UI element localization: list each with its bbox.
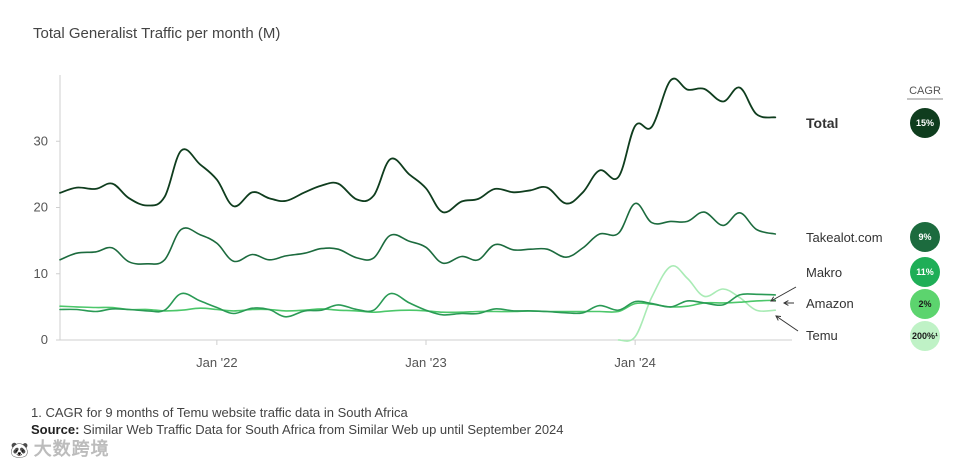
watermark-text: 大数跨境: [33, 439, 110, 460]
series-label-amazon: Amazon: [806, 296, 854, 311]
series-label-total: Total: [806, 115, 838, 131]
series-labels: Total Takealot.com Makro Amazon Temu: [770, 115, 883, 343]
cagr-badge-temu: [910, 321, 940, 351]
footnote: 1. CAGR for 9 months of Temu website tra…: [31, 404, 564, 438]
chart-title: Total Generalist Traffic per month (M): [33, 25, 281, 42]
y-tick-label: 20: [34, 200, 48, 215]
y-tick-label: 0: [41, 332, 48, 347]
series-line-total: [59, 77, 777, 214]
series-label-takealot-com: Takealot.com: [806, 230, 883, 245]
x-tick-label: Jan '23: [405, 355, 447, 370]
y-tick-label: 30: [34, 133, 48, 148]
cagr-value-temu: 200%¹: [912, 331, 938, 341]
leader-line-makro: [770, 286, 797, 302]
x-tick-label: Jan '22: [196, 355, 238, 370]
series-line-temu: [617, 265, 777, 342]
leader-arrow-makro: [770, 296, 777, 302]
panda-icon: 🐼: [10, 441, 30, 459]
cagr-value-total: 15%: [916, 118, 934, 128]
watermark: 🐼 大数跨境: [10, 435, 110, 461]
leader-line-temu: [775, 315, 799, 332]
series-label-temu: Temu: [806, 328, 838, 343]
series-line-makro: [59, 292, 777, 318]
cagr-value-amazon: 2%: [918, 299, 931, 309]
x-tick-label: Jan '24: [614, 355, 656, 370]
leader-arrow-temu: [775, 315, 782, 321]
footnote-source: Source: Similar Web Traffic Data for Sou…: [31, 421, 564, 438]
cagr-column: CAGR 15% 9% 11% 2% 200%¹: [907, 85, 943, 351]
source-text: Similar Web Traffic Data for South Afric…: [79, 422, 564, 437]
series-lines: [59, 77, 777, 342]
y-tick-label: 10: [34, 266, 48, 281]
cagr-badge-total: [910, 108, 940, 138]
cagr-value-makro: 11%: [916, 267, 934, 277]
footnote-note: 1. CAGR for 9 months of Temu website tra…: [31, 405, 408, 420]
cagr-value-takealot-com: 9%: [918, 232, 931, 242]
source-label: Source:: [31, 422, 80, 437]
series-line-takealot-com: [59, 202, 777, 265]
series-label-makro: Makro: [806, 265, 842, 280]
cagr-badge-takealot-com: [910, 222, 940, 252]
leader-arrow-amazon: [782, 300, 789, 306]
cagr-header: CAGR: [909, 85, 941, 97]
cagr-badge-makro: [910, 257, 940, 287]
cagr-badge-amazon: [910, 289, 940, 319]
axes: 0 10 20 30 Jan '22 Jan '23 Jan '24: [34, 75, 792, 370]
